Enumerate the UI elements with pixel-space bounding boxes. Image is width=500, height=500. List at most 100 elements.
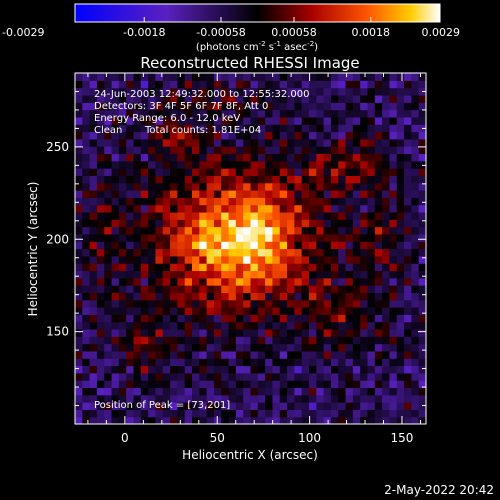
heatmap-cell [257, 124, 266, 133]
heatmap-cell [374, 299, 383, 308]
heatmap-cell [104, 328, 113, 337]
heatmap-cell [265, 277, 274, 286]
heatmap-cell [301, 402, 310, 410]
heatmap-cell [279, 94, 288, 103]
heatmap-cell [309, 270, 317, 279]
heatmap-cell [162, 168, 171, 176]
heatmap-cell [162, 358, 171, 367]
heatmap-cell [235, 146, 244, 155]
heatmap-cell [133, 182, 142, 191]
heatmap-cell [374, 211, 383, 220]
heatmap-cell [309, 314, 317, 323]
heatmap-cell [104, 116, 113, 125]
heatmap-cell [170, 285, 178, 293]
heatmap-cell [89, 380, 98, 389]
heatmap-cell [228, 372, 237, 381]
heatmap-cell [118, 175, 127, 184]
heatmap-cell [199, 219, 208, 228]
heatmap-cell [345, 263, 354, 272]
heatmap-cell [192, 146, 200, 155]
heatmap-cell [177, 87, 186, 96]
heatmap-cell [316, 102, 325, 111]
heatmap-cell [411, 241, 420, 250]
heatmap-cell [243, 168, 252, 176]
heatmap-cell [148, 182, 157, 191]
heatmap-cell [389, 73, 398, 81]
heatmap-cell [82, 182, 91, 191]
heatmap-cell [352, 380, 361, 389]
chart-title: Reconstructed RHESSI Image [140, 54, 359, 72]
heatmap-cell [345, 358, 354, 367]
heatmap-cell [96, 182, 105, 191]
heatmap-cell [192, 219, 200, 228]
heatmap-cell [228, 387, 237, 396]
heatmap-cell [309, 380, 317, 389]
heatmap-cell [126, 365, 135, 374]
heatmap-cell [206, 343, 215, 352]
heatmap-cell [396, 277, 405, 286]
heatmap-cell [155, 380, 164, 389]
heatmap-cell [96, 292, 105, 301]
heatmap-cell [411, 321, 420, 330]
heatmap-cell [235, 109, 244, 118]
heatmap-cell [104, 146, 113, 155]
heatmap-cell [228, 299, 237, 308]
heatmap-cell [323, 314, 332, 323]
heatmap-cell [294, 358, 303, 367]
heatmap-cell [199, 73, 208, 81]
heatmap-cell [126, 307, 135, 315]
heatmap-cell [118, 416, 127, 424]
heatmap-cell [75, 387, 83, 396]
heatmap-cell [82, 233, 91, 242]
heatmap-cell [228, 292, 237, 301]
heatmap-cell [126, 197, 135, 206]
heatmap-cell [389, 350, 398, 359]
heatmap-cell [162, 109, 171, 118]
heatmap-cell [75, 380, 83, 389]
heatmap-cell [221, 380, 230, 389]
heatmap-cell [155, 153, 164, 162]
heatmap-cell [235, 307, 244, 315]
x-tick-label: 100 [298, 431, 321, 445]
heatmap-cell [133, 94, 142, 103]
heatmap-cell [257, 372, 266, 381]
heatmap-cell [330, 328, 339, 337]
heatmap-cell [352, 211, 361, 220]
heatmap-cell [382, 175, 391, 184]
heatmap-cell [272, 343, 281, 352]
heatmap-cell [140, 241, 149, 250]
heatmap-cell [162, 314, 171, 323]
heatmap-cell [418, 299, 426, 308]
heatmap-cell [140, 109, 149, 118]
heatmap-cell [330, 358, 339, 367]
heatmap-cell [352, 241, 361, 250]
heatmap-cell [75, 372, 83, 381]
heatmap-cell [301, 102, 310, 111]
heatmap-cell [360, 204, 369, 213]
heatmap-cell [118, 233, 127, 242]
heatmap-cell [111, 336, 120, 345]
heatmap-cell [177, 358, 186, 367]
heatmap-cell [360, 182, 369, 191]
heatmap-cell [206, 299, 215, 308]
heatmap-cell [133, 197, 142, 206]
heatmap-cell [235, 336, 244, 345]
heatmap-cell [374, 270, 383, 279]
heatmap-cell [338, 80, 347, 89]
heatmap-cell [338, 380, 347, 389]
heatmap-cell [82, 409, 91, 418]
heatmap-cell [418, 328, 426, 337]
heatmap-cell [140, 402, 149, 410]
heatmap-cell [309, 409, 317, 418]
heatmap-cell [360, 358, 369, 367]
heatmap-cell [309, 73, 317, 81]
heatmap-cell [184, 94, 193, 103]
heatmap-cell [309, 219, 317, 228]
heatmap-cell [323, 248, 332, 257]
heatmap-cell [96, 307, 105, 315]
heatmap-cell [323, 204, 332, 213]
heatmap-cell [118, 226, 127, 235]
heatmap-cell [382, 131, 391, 140]
heatmap-cell [206, 80, 215, 89]
heatmap-cell [199, 343, 208, 352]
